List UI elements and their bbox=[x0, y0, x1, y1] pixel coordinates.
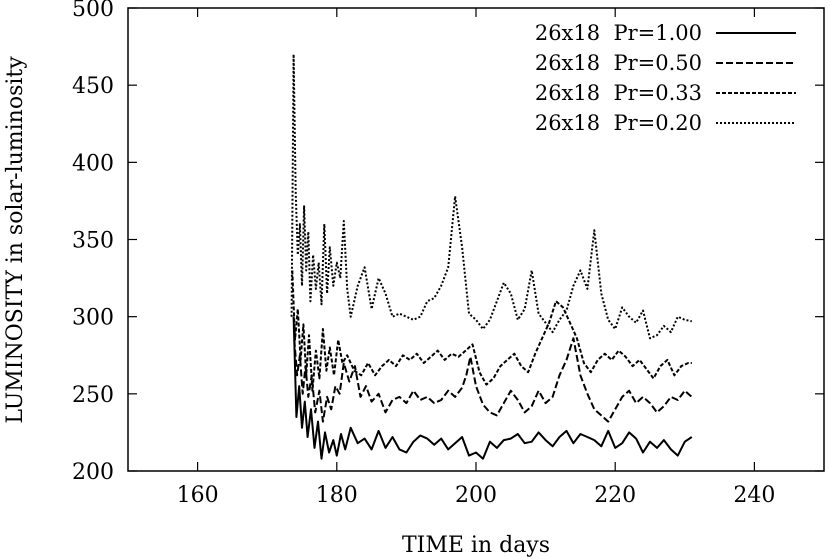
legend-label-2: 26x18 Pr=0.50 bbox=[535, 51, 702, 75]
y-tick-label: 450 bbox=[72, 74, 114, 99]
legend-label-3: 26x18 Pr=0.33 bbox=[535, 81, 702, 105]
legend: 26x18 Pr=1.00 26x18 Pr=0.50 26x18 Pr=0.33 2… bbox=[535, 21, 796, 135]
y-tick-label: 300 bbox=[72, 306, 114, 331]
y-tick-label: 500 bbox=[72, 0, 114, 22]
x-axis-label: TIME in days bbox=[402, 533, 550, 558]
y-tick-label: 400 bbox=[72, 151, 114, 176]
axis-tick-labels: 160 180 200 220 240 200 250 300 350 400 450 500 bbox=[72, 0, 775, 508]
plot-frame bbox=[127, 7, 825, 472]
legend-label-1: 26x18 Pr=1.00 bbox=[535, 21, 702, 45]
series-line-4 bbox=[290, 53, 693, 340]
y-tick-label: 250 bbox=[72, 383, 114, 408]
legend-label-4: 26x18 Pr=0.20 bbox=[535, 111, 702, 135]
x-tick-label: 240 bbox=[733, 483, 775, 508]
x-tick-label: 160 bbox=[177, 483, 219, 508]
series-lines bbox=[290, 53, 693, 460]
y-tick-label: 350 bbox=[72, 229, 114, 254]
y-axis-label: LUMINOSITY in solar-luminosity bbox=[3, 56, 28, 424]
series-line-3 bbox=[291, 270, 692, 392]
x-tick-label: 180 bbox=[316, 483, 358, 508]
x-tick-label: 220 bbox=[594, 483, 636, 508]
y-tick-label: 200 bbox=[72, 460, 114, 485]
x-tick-label: 200 bbox=[455, 483, 497, 508]
series-line-2 bbox=[293, 337, 693, 423]
axis-ticks bbox=[128, 7, 824, 472]
series-line-1 bbox=[292, 316, 693, 460]
